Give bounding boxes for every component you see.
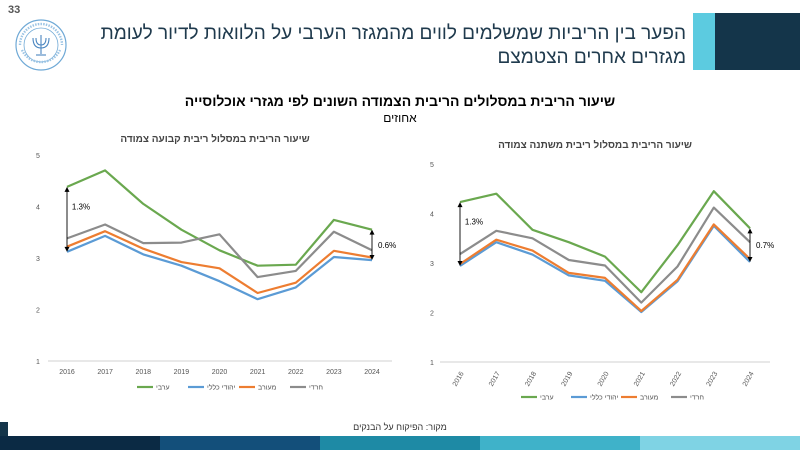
gap-arrow-head bbox=[457, 202, 463, 208]
x-tick-label: 2020 bbox=[597, 371, 611, 388]
x-tick-label: 2018 bbox=[135, 369, 151, 376]
y-tick-label: 5 bbox=[430, 162, 434, 169]
footer-corner-mark bbox=[0, 422, 8, 436]
legend-label: יהודי כללי bbox=[590, 394, 618, 402]
series-line bbox=[459, 206, 751, 304]
legend-label: חרדי bbox=[309, 385, 323, 392]
series-line bbox=[459, 190, 751, 294]
gap-label: 1.3% bbox=[465, 217, 483, 226]
series-line bbox=[66, 230, 373, 295]
y-tick-label: 1 bbox=[36, 359, 40, 366]
legend-label: יהודי כללי bbox=[207, 384, 235, 392]
x-tick-label: 2016 bbox=[452, 371, 466, 388]
y-tick-label: 2 bbox=[36, 308, 40, 315]
y-tick-label: 2 bbox=[430, 311, 434, 318]
legend-label: ערבי bbox=[156, 385, 170, 392]
x-tick-label: 2017 bbox=[97, 369, 113, 376]
bank-of-israel-logo bbox=[15, 19, 67, 71]
footer-bar-segment bbox=[480, 436, 640, 450]
y-tick-label: 3 bbox=[36, 256, 40, 263]
legend-label: מעורב bbox=[640, 395, 659, 402]
gap-label: 0.6% bbox=[378, 241, 396, 250]
y-tick-label: 4 bbox=[36, 205, 40, 212]
x-tick-label: 2021 bbox=[633, 371, 647, 388]
gap-arrow-head bbox=[369, 255, 375, 261]
legend-label: ערבי bbox=[540, 395, 554, 402]
gap-arrow-head bbox=[457, 260, 463, 266]
gap-label: 1.3% bbox=[72, 203, 90, 212]
y-tick-label: 3 bbox=[430, 261, 434, 268]
chart-variable-rate-title: שיעור הריבית במסלול ריבית משתנה צמודה bbox=[498, 140, 692, 151]
section-subtitle: אחוזים bbox=[383, 111, 417, 125]
x-tick-label: 2019 bbox=[561, 371, 575, 388]
legend-label: חרדי bbox=[690, 395, 704, 402]
footer-bar-segment bbox=[640, 436, 800, 450]
header-accent-light bbox=[693, 13, 715, 70]
series-line bbox=[66, 223, 373, 279]
x-tick-label: 2023 bbox=[706, 371, 720, 388]
gap-arrow-head bbox=[747, 257, 753, 263]
section-title: שיעור הריבית במסלולים הריבית הצמודה השונ… bbox=[184, 93, 616, 109]
x-tick-label: 2019 bbox=[174, 369, 190, 376]
page-number: 33 bbox=[8, 4, 21, 16]
gap-arrow-head bbox=[64, 246, 70, 252]
x-tick-label: 2020 bbox=[212, 369, 228, 376]
x-tick-label: 2022 bbox=[669, 371, 683, 388]
y-tick-label: 1 bbox=[430, 360, 434, 367]
chart-fixed-rate-title: שיעור הריבית במסלול ריבית קבועה צמודה bbox=[120, 134, 310, 145]
series-line bbox=[459, 223, 751, 313]
x-tick-label: 2018 bbox=[524, 371, 538, 388]
y-tick-label: 5 bbox=[36, 153, 40, 160]
x-tick-label: 2021 bbox=[250, 369, 266, 376]
x-tick-label: 2024 bbox=[742, 371, 756, 388]
series-line bbox=[66, 169, 373, 267]
gap-arrow-head bbox=[747, 228, 753, 234]
y-tick-label: 4 bbox=[430, 212, 434, 219]
footer-bar-segment bbox=[0, 436, 160, 450]
source-note: מקור: הפיקוח על הבנקים bbox=[353, 422, 447, 432]
x-tick-label: 2023 bbox=[326, 369, 342, 376]
header-accent-dark bbox=[715, 13, 800, 70]
legend-label: מעורב bbox=[258, 385, 277, 392]
slide-title: הפער בין הריביות שמשלמים לווים מהמגזר הע… bbox=[100, 23, 686, 68]
x-tick-label: 2022 bbox=[288, 369, 304, 376]
x-tick-label: 2024 bbox=[364, 369, 380, 376]
x-tick-label: 2016 bbox=[59, 369, 75, 376]
gap-arrow-head bbox=[369, 229, 375, 235]
series-line bbox=[459, 224, 751, 314]
gap-label: 0.7% bbox=[756, 241, 774, 250]
x-tick-label: 2017 bbox=[488, 371, 502, 388]
gap-arrow-head bbox=[64, 186, 70, 192]
footer-bar-segment bbox=[320, 436, 480, 450]
footer-bar-segment bbox=[160, 436, 320, 450]
series-line bbox=[66, 234, 373, 301]
